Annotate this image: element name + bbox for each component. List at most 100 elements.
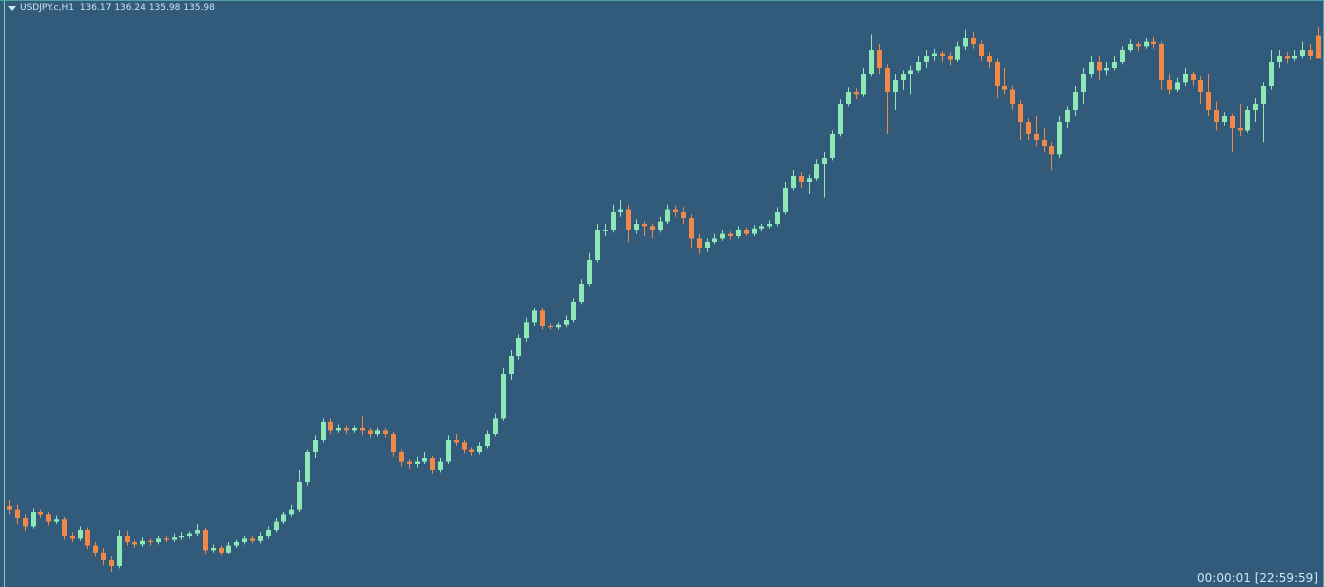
candle-body — [399, 452, 404, 462]
candle-body — [266, 530, 271, 536]
candle-body — [1222, 116, 1227, 122]
candle-body — [501, 374, 506, 419]
candle-body — [689, 218, 694, 239]
candle-body — [1042, 140, 1047, 146]
candle-body — [1089, 62, 1094, 74]
candle-body — [665, 209, 670, 222]
candle-body — [1238, 128, 1243, 131]
candle-body — [846, 92, 851, 104]
candle-body — [250, 538, 255, 541]
candle-body — [1167, 80, 1172, 90]
candle-body — [979, 44, 984, 56]
candle-body — [1308, 50, 1313, 56]
candle-body — [195, 530, 200, 534]
candle-body — [297, 482, 302, 510]
candle-body — [744, 230, 749, 234]
candle-body — [62, 519, 67, 536]
candle-body — [38, 512, 43, 515]
candle-body — [658, 221, 663, 230]
candle-body — [430, 458, 435, 470]
candle-body — [375, 430, 380, 434]
candle-body — [556, 324, 561, 328]
candle-body — [861, 74, 866, 95]
candle-body — [46, 514, 51, 522]
candle-body — [1261, 86, 1266, 104]
candle-body — [1065, 110, 1070, 122]
candle-body — [1277, 56, 1282, 62]
candle-body — [454, 440, 459, 443]
candle-body — [281, 514, 286, 522]
candle-body — [705, 242, 710, 248]
candle-body — [1097, 62, 1102, 71]
candle-body — [31, 512, 36, 527]
candle-body — [305, 452, 310, 482]
candle-body — [893, 80, 898, 92]
candle-body — [242, 538, 247, 542]
candle-body — [368, 430, 373, 434]
candle-body — [1151, 41, 1156, 44]
candle-body — [462, 442, 467, 450]
candle-body — [485, 434, 490, 446]
candle-body — [438, 461, 443, 470]
candle-body — [156, 538, 161, 542]
candle-body — [1245, 110, 1250, 131]
candle-body — [838, 104, 843, 134]
candle-body — [391, 434, 396, 452]
candle-body — [1144, 41, 1149, 47]
candle-body — [109, 560, 114, 566]
candle-body — [752, 228, 757, 234]
close-value: 135.98 — [183, 3, 215, 13]
candle-body — [125, 536, 130, 542]
candle-body — [117, 536, 122, 566]
candle-body — [1191, 74, 1196, 80]
candle-body — [877, 50, 882, 68]
candle-body — [407, 461, 412, 464]
candle-body — [571, 302, 576, 320]
candle-body — [1136, 44, 1141, 47]
candle-body — [1183, 74, 1188, 83]
candle-body — [1018, 104, 1023, 122]
menu-arrow[interactable] — [8, 6, 16, 11]
candle-body — [869, 50, 874, 74]
candle-body — [1112, 62, 1117, 68]
candle-body — [132, 542, 137, 545]
candle-body — [1081, 74, 1086, 92]
candle-body — [783, 188, 788, 212]
candle-body — [1300, 50, 1305, 56]
candle-body — [289, 509, 294, 515]
candle-body — [618, 209, 623, 212]
candle-body — [446, 440, 451, 462]
candle-body — [15, 509, 20, 518]
candle-body — [932, 53, 937, 56]
candle-body — [54, 519, 59, 522]
candle-body — [1285, 56, 1290, 59]
candle-body — [995, 62, 1000, 86]
candle-body — [955, 46, 960, 60]
candle-body — [767, 224, 772, 227]
candle-body — [759, 226, 764, 229]
candle-body — [1198, 80, 1203, 92]
candle-body — [712, 238, 717, 242]
candle-body — [7, 506, 12, 510]
candle-body — [971, 38, 976, 44]
candle-body — [1034, 134, 1039, 140]
candle-body — [203, 530, 208, 551]
symbol: USDJPY.c,H1 — [20, 3, 74, 13]
candle-body — [1206, 92, 1211, 110]
candle-body — [211, 548, 216, 551]
candle-body — [626, 209, 631, 230]
candle-body — [854, 92, 859, 95]
candle-body — [226, 545, 231, 553]
open-value: 136.17 — [79, 3, 112, 13]
candle-body — [579, 284, 584, 302]
candle-body — [830, 134, 835, 158]
candle-body — [673, 209, 678, 212]
candle-body — [916, 62, 921, 71]
candle-body — [799, 176, 804, 182]
low-value: 135.98 — [148, 3, 181, 13]
candle-body — [564, 320, 569, 325]
candle-body — [940, 53, 945, 56]
